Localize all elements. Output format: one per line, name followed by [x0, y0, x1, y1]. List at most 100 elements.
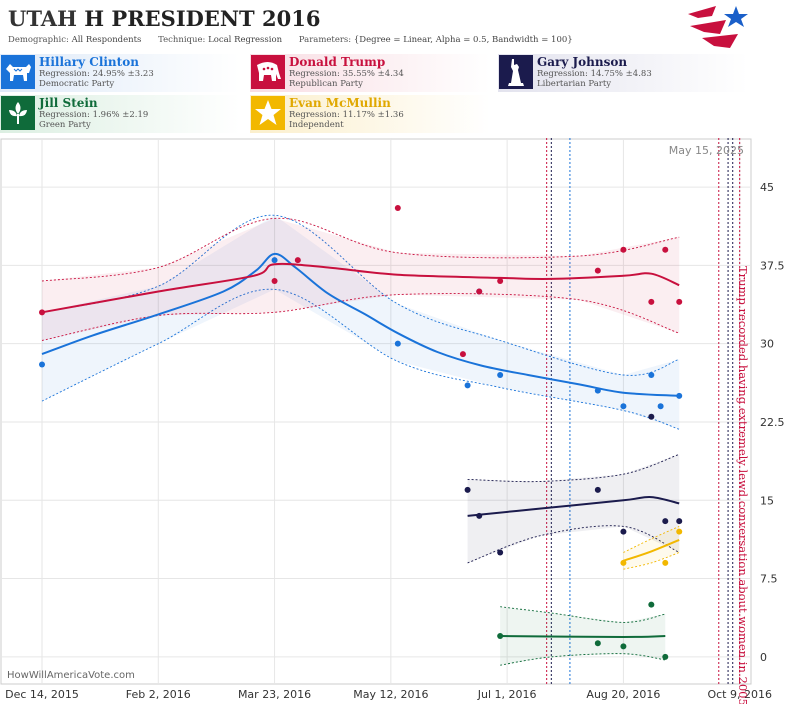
y-tick-label: 15: [760, 494, 774, 507]
elephant-icon: [251, 55, 285, 89]
poll-point: [620, 643, 627, 650]
poll-point: [676, 392, 683, 399]
confidence-upper: [41, 217, 680, 282]
y-tick-label: 7.5: [760, 573, 778, 586]
candidate-regression: Regression: 1.96% ±2.19: [39, 110, 149, 120]
candidate-regression: Regression: 24.95% ±3.23: [39, 69, 154, 79]
page-title: UTAH H PRESIDENT 2016: [8, 6, 320, 31]
x-tick-label: Dec 14, 2015: [5, 688, 79, 701]
legend-item-hillary-clinton: Hillary Clinton Regression: 24.95% ±3.23…: [0, 54, 240, 92]
trend-lines: [41, 252, 680, 639]
technique-value: Local Regression: [208, 35, 283, 45]
y-tick-label: 22.5: [760, 416, 785, 429]
parameters-line: Demographic: All Respondents Technique: …: [8, 35, 573, 45]
poll-point: [476, 512, 483, 519]
confidence-lower: [41, 288, 680, 430]
poll-point: [676, 518, 683, 525]
y-axis-labels: 0 7.5 15 22.5 30 37.5 45: [760, 181, 785, 664]
candidate-name: Donald Trump: [289, 55, 386, 69]
poll-point: [620, 559, 627, 566]
poll-point: [594, 640, 601, 647]
date-label: May 15, 2025: [669, 144, 744, 157]
candidate-name: Jill Stein: [39, 96, 98, 110]
poll-points: [39, 204, 683, 660]
confidence-band: [42, 215, 680, 430]
poll-point: [39, 309, 45, 316]
x-tick-label: Aug 20, 2016: [586, 688, 660, 701]
y-tick-label: 45: [760, 181, 774, 194]
candidate-name: Evan McMullin: [289, 96, 391, 110]
candidate-party: Green Party: [39, 120, 91, 130]
poll-point: [594, 387, 601, 394]
parameters-value: {Degree = Linear, Alpha = 0.5, Bandwidth…: [353, 35, 573, 45]
poll-point: [676, 298, 683, 305]
confidence-upper: [41, 214, 680, 376]
title-state: UTAH: [8, 6, 77, 31]
confidence-upper: [500, 606, 666, 623]
poll-point: [271, 278, 278, 285]
candidate-party: Democratic Party: [39, 79, 115, 89]
trend-line: [41, 252, 680, 397]
candidate-regression: Regression: 14.75% ±4.83: [537, 69, 652, 79]
poll-point: [594, 486, 601, 493]
statue-of-liberty-icon: [499, 55, 533, 89]
x-tick-label: Oct 9, 2016: [707, 688, 772, 701]
poll-point: [271, 257, 278, 264]
candidate-legend: Hillary Clinton Regression: 24.95% ±3.23…: [0, 54, 789, 136]
event-annotation: Trump recorded having extremely lewd con…: [736, 266, 750, 704]
poll-point: [476, 288, 483, 295]
confidence-lower: [623, 552, 680, 570]
poll-point: [648, 413, 655, 420]
watermark: HowWillAmericaVote.com: [7, 670, 135, 681]
poll-point: [676, 528, 683, 535]
candidate-party: Independent: [289, 120, 344, 130]
legend-item-gary-johnson: Gary Johnson Regression: 14.75% ±4.83 Li…: [498, 54, 748, 92]
poll-point: [648, 601, 655, 608]
poll-point: [662, 518, 669, 525]
legend-item-evan-mcmullin: Evan McMullin Regression: 11.17% ±1.36 I…: [250, 95, 490, 133]
x-tick-label: May 12, 2016: [353, 688, 428, 701]
poll-point: [394, 204, 401, 211]
event-lines: [546, 138, 741, 684]
candidate-name: Hillary Clinton: [39, 55, 139, 69]
demographic-label: Demographic:: [8, 35, 69, 45]
donkey-icon: [1, 55, 35, 89]
poll-point: [620, 528, 627, 535]
candidate-regression: Regression: 35.55% ±4.34: [289, 69, 404, 79]
polling-chart: 0 7.5 15 22.5 30 37.5 45 Dec 14, 2015 Feb 2, 20…: [0, 138, 789, 704]
x-tick-label: Jul 1, 2016: [477, 688, 537, 701]
candidate-party: Libertarian Party: [537, 79, 612, 89]
chart-svg: 0 7.5 15 22.5 30 37.5 45 Dec 14, 2015 Feb 2, 20…: [0, 138, 785, 704]
poll-point: [662, 559, 669, 566]
poll-point: [662, 653, 669, 660]
poll-point: [620, 403, 627, 410]
poll-point: [497, 632, 504, 639]
legend-item-donald-trump: Donald Trump Regression: 35.55% ±4.34 Re…: [250, 54, 490, 92]
poll-point: [497, 549, 504, 556]
confidence-lower: [500, 653, 666, 666]
header: UTAH H PRESIDENT 2016 Demographic: All R…: [0, 0, 789, 52]
y-tick-label: 30: [760, 338, 774, 351]
confidence-band: [42, 218, 680, 341]
poll-point: [459, 351, 466, 358]
poll-point: [620, 246, 627, 253]
legend-item-jill-stein: Jill Stein Regression: 1.96% ±2.19 Green…: [0, 95, 240, 133]
green-leaf-icon: [1, 96, 35, 130]
poll-point: [394, 340, 401, 347]
trend-line: [467, 496, 680, 517]
y-tick-label: 0: [760, 651, 767, 664]
demographic-value: All Respondents: [71, 35, 142, 45]
x-tick-label: Feb 2, 2016: [126, 688, 191, 701]
x-tick-label: Mar 23, 2016: [238, 688, 311, 701]
poll-point: [657, 403, 664, 410]
confidence-lower: [467, 525, 680, 564]
confidence-band: [623, 526, 680, 570]
x-axis-labels: Dec 14, 2015 Feb 2, 2016 Mar 23, 2016 May 1…: [5, 688, 772, 701]
candidate-regression: Regression: 11.17% ±1.36: [289, 110, 404, 120]
poll-point: [594, 267, 601, 274]
poll-point: [497, 278, 504, 285]
trend-line: [623, 538, 680, 562]
poll-point: [497, 371, 504, 378]
poll-point: [662, 246, 669, 253]
y-tick-label: 37.5: [760, 259, 785, 272]
